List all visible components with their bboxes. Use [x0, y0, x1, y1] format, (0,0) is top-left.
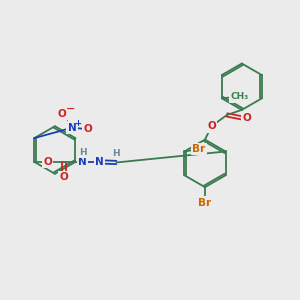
Text: +: + — [74, 119, 81, 128]
Text: Br: Br — [198, 198, 212, 208]
Text: O: O — [243, 113, 252, 123]
Text: CH₃: CH₃ — [230, 92, 249, 101]
Text: H: H — [112, 149, 120, 158]
Text: N: N — [95, 157, 104, 167]
Text: O: O — [207, 121, 216, 131]
Text: N: N — [68, 123, 76, 133]
Text: O: O — [57, 109, 66, 119]
Text: N: N — [78, 157, 87, 167]
Text: O: O — [43, 157, 52, 167]
Text: −: − — [65, 104, 75, 114]
Text: O: O — [83, 124, 92, 134]
Text: H: H — [79, 148, 86, 157]
Text: Br: Br — [192, 144, 205, 154]
Text: O: O — [60, 172, 68, 182]
